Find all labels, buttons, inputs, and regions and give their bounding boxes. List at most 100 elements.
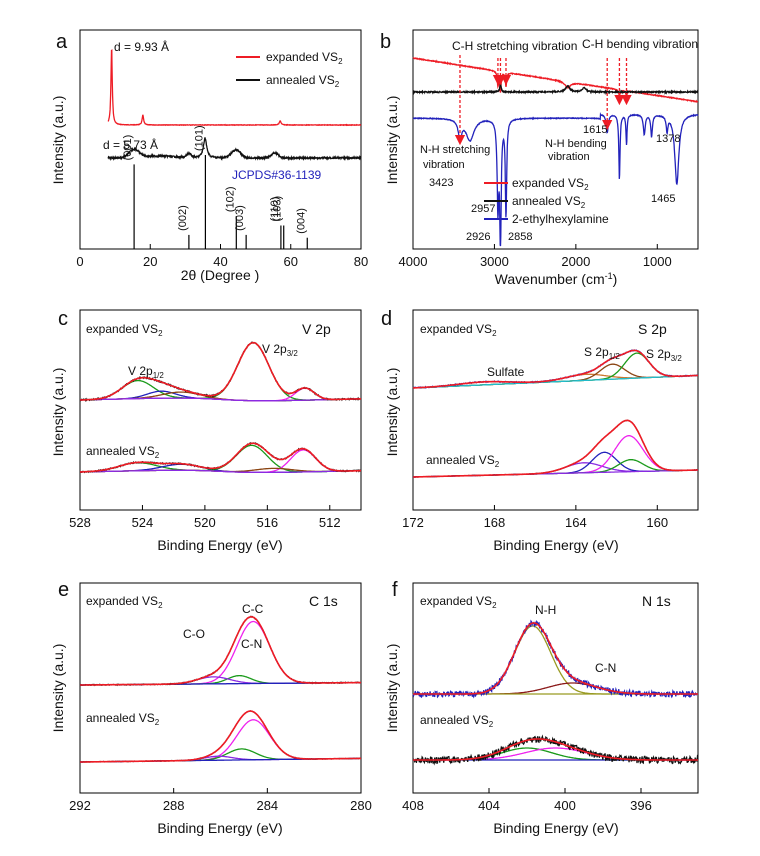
panel-b-letter: b <box>380 31 391 53</box>
panel-f-letter: f <box>392 579 398 601</box>
panel-b: b C-H stretching vibration C-H bending v… <box>380 29 699 287</box>
panel-b-annotation-nh-stretch: N-H stretching <box>420 144 490 156</box>
panel-d-curves <box>412 349 699 478</box>
panel-a-reference-hkl-label: (002) <box>177 205 189 231</box>
panel-d-ylabel: Intensity (a.u.) <box>384 368 400 457</box>
panel-b-legend-amine-label: 2-ethylhexylamine <box>512 212 609 226</box>
panel-f-label-annealed: annealed VS2 <box>420 713 494 729</box>
panel-a-reference-hkl-label: (101) <box>193 125 205 151</box>
panel-e-xlabel: Binding Energy (eV) <box>157 820 282 836</box>
panel-c-xlabel: Binding Energy (eV) <box>157 537 282 553</box>
panel-b-annotation-nh-bend-vibration: vibration <box>548 151 590 163</box>
panel-d-x-tick-label: 172 <box>402 515 424 530</box>
panel-f-title: N 1s <box>642 593 671 609</box>
panel-e-frame <box>79 582 362 794</box>
panel-f-label-expanded: expanded VS2 <box>420 594 497 610</box>
panel-b-annotation-nh-bend: N-H bending <box>545 138 607 150</box>
panel-e-title: C 1s <box>309 593 338 609</box>
panel-e-letter: e <box>58 579 69 601</box>
panel-a-annotation-d2: d = 5.73 Å <box>103 137 158 152</box>
panel-c-letter: c <box>58 308 68 330</box>
panel-d-annealed-envelope <box>413 419 698 478</box>
panel-d-label-sulfate: Sulfate <box>487 365 525 379</box>
panel-a-reference-hkl-label: (001) <box>122 135 134 161</box>
panel-b-x-tick-label: 1000 <box>643 254 672 269</box>
panel-b-xlabel: Wavenumber (cm-1) <box>495 271 618 287</box>
panel-b-annealed-vs2-curve <box>412 81 699 96</box>
panel-c-annealed-background <box>80 469 361 474</box>
panel-d-label-s2p12: S 2p1/2 <box>584 345 620 361</box>
panel-f-x-tick-label: 400 <box>554 798 576 813</box>
panel-c-x-tick-label: 512 <box>319 515 341 530</box>
panel-e-x-tick-label: 284 <box>256 798 278 813</box>
panel-a-ylabel: Intensity (a.u.) <box>50 96 66 185</box>
panel-e-expanded-component <box>80 620 361 686</box>
panel-b-annotation-nh-stretch-vibration: vibration <box>423 159 465 171</box>
panel-e-curves <box>79 615 362 763</box>
panel-f-x-tick-label: 396 <box>630 798 652 813</box>
panel-b-annotation-3423: 3423 <box>429 177 453 189</box>
panel-a-expanded-vs2-curve <box>107 49 362 127</box>
panel-d-letter: d <box>381 308 392 330</box>
panel-a-xlabel: 2θ (Degree ) <box>181 267 260 283</box>
panel-e-x-tick-label: 288 <box>163 798 185 813</box>
panel-b-annotation-1465: 1465 <box>651 193 675 205</box>
panel-b-x-tick-label: 2000 <box>561 254 590 269</box>
panel-f: f expanded VS2 annealed VS2 N 1s N-H C-N… <box>384 579 699 836</box>
panel-c-x-tick-label: 520 <box>194 515 216 530</box>
panel-e-x-axis: 292 288 284 280 <box>69 788 372 813</box>
panel-d-expanded-envelope <box>412 349 698 389</box>
panel-a-reference-hkl-label: (004) <box>295 208 307 234</box>
panel-b-legend-annealed-label: annealed VS2 <box>512 194 586 210</box>
panel-a-x-axis: 0 20 40 60 80 <box>76 244 368 269</box>
panel-b-annotation-ch-bend: C-H bending vibration <box>582 37 698 51</box>
panel-a-annealed-vs2-curve <box>107 137 362 162</box>
panel-a-jcpds-label: JCPDS#36-1139 <box>232 168 321 182</box>
panel-b-legend-expanded-label: expanded VS2 <box>512 176 589 192</box>
panel-e-label-expanded: expanded VS2 <box>86 594 163 610</box>
panel-e-expanded-envelope <box>80 616 361 686</box>
panel-f-label-nh: N-H <box>535 603 556 617</box>
panel-c-frame <box>79 309 362 511</box>
panel-f-label-cn: C-N <box>595 661 616 675</box>
panel-d-x-axis: 172 168 164 160 <box>402 505 668 530</box>
panel-c-annealed-envelope <box>80 442 361 473</box>
panel-d-expanded-background <box>413 374 698 389</box>
panel-a-x-tick-label: 20 <box>143 254 157 269</box>
panel-e-label-annealed: annealed VS2 <box>86 711 160 727</box>
panel-b-arrow-markers <box>454 55 632 146</box>
panel-a-reference-hkl-label: (102) <box>224 186 236 212</box>
panel-a-x-tick-label: 0 <box>76 254 83 269</box>
panel-c-expanded-component <box>80 379 361 402</box>
panel-b-expanded-vs2-curve <box>412 57 698 103</box>
panel-c: c expanded VS2 annealed VS2 V 2p V 2p1/2… <box>50 308 362 553</box>
panel-e-x-tick-label: 280 <box>350 798 372 813</box>
panel-a-annotation-d1: d = 9.93 Å <box>114 39 169 54</box>
panel-d-x-tick-label: 168 <box>484 515 506 530</box>
panel-a-reference-hkl-label: (110) <box>269 197 281 222</box>
panel-e-x-tick-label: 292 <box>69 798 91 813</box>
panel-b-ylabel: Intensity (a.u.) <box>384 96 400 185</box>
panel-d-label-expanded: expanded VS2 <box>420 322 497 338</box>
panel-c-x-tick-label: 516 <box>256 515 278 530</box>
panel-b-x-axis: 4000 3000 2000 1000 <box>399 244 672 269</box>
panel-c-x-tick-label: 528 <box>69 515 91 530</box>
panel-f-curves <box>412 619 699 766</box>
panel-b-frame <box>412 29 699 250</box>
panel-f-x-axis: 408 404 400 396 <box>402 788 652 813</box>
panel-c-label-v2p12: V 2p1/2 <box>128 364 164 380</box>
panel-e: e expanded VS2 annealed VS2 C 1s C-C C-O… <box>50 579 372 836</box>
panel-b-x-tick-label: 4000 <box>399 254 428 269</box>
panel-f-xlabel: Binding Energy (eV) <box>493 820 618 836</box>
panel-a-legend-expanded-label: expanded VS2 <box>266 50 343 66</box>
panel-d-x-tick-label: 160 <box>646 515 668 530</box>
panel-d-label-s2p32: S 2p3/2 <box>646 347 682 363</box>
panel-a-reference-hkl-label: (103) <box>272 196 284 222</box>
panel-f-expanded-raw <box>412 619 699 699</box>
panel-e-label-cc: C-C <box>242 602 264 616</box>
panel-c-label-annealed: annealed VS2 <box>86 444 160 460</box>
panel-c-x-axis: 528 524 520 516 512 <box>69 505 341 530</box>
panel-d-frame <box>412 309 699 511</box>
